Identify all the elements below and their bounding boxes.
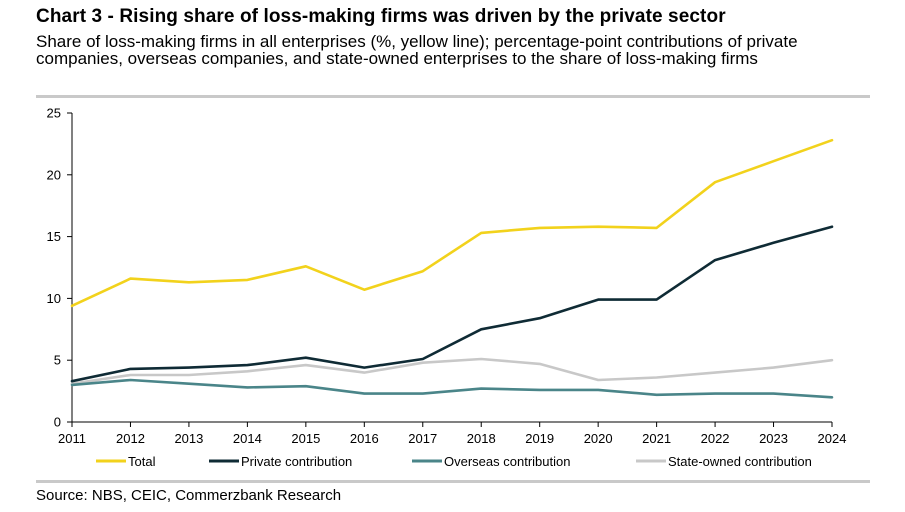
legend-label-overseas-contribution: Overseas contribution [444, 454, 570, 469]
x-tick-label: 2015 [291, 431, 320, 446]
chart-subtitle: Share of loss-making firms in all enterp… [36, 32, 798, 68]
series-line-overseas-contribution [70, 378, 834, 399]
x-tick-label: 2019 [525, 431, 554, 446]
x-tick-label: 2014 [233, 431, 262, 446]
y-tick-label: 25 [47, 106, 61, 121]
y-tick-label: 0 [54, 415, 61, 430]
x-tick-label: 2018 [467, 431, 496, 446]
series-line-private-contribution [70, 225, 834, 383]
chart-title: Chart 3 - Rising share of loss-making fi… [36, 6, 726, 27]
y-tick-label: 20 [47, 167, 61, 182]
x-tick-label: 2016 [350, 431, 379, 446]
x-tick-label: 2017 [408, 431, 437, 446]
chart-legend: Total Private contribution Overseas contri… [96, 454, 812, 469]
x-tick-label: 2022 [701, 431, 730, 446]
legend-label-state-owned-contribution: State-owned contribution [668, 454, 812, 469]
x-tick-label: 2011 [58, 431, 86, 446]
x-tick-label: 2021 [642, 431, 671, 446]
chart-series [70, 138, 834, 399]
legend-label-total: Total [128, 454, 156, 469]
y-tick-label: 15 [47, 229, 61, 244]
y-tick-label: 5 [54, 353, 61, 368]
x-tick-label: 2012 [116, 431, 145, 446]
y-tick-label: 10 [47, 291, 61, 306]
series-line-total [70, 138, 834, 308]
x-tick-label: 2023 [759, 431, 788, 446]
legend-label-private-contribution: Private contribution [241, 454, 352, 469]
series-line-state-owned-contribution [70, 357, 834, 386]
chart-axes: 0 5 10 15 20 25 2011 2012 2013 2014 2015 2016 2017 20… [47, 106, 847, 447]
bottom-divider [36, 480, 870, 483]
x-tick-label: 2024 [818, 431, 847, 446]
x-tick-label: 2020 [584, 431, 613, 446]
top-divider [36, 95, 870, 98]
source-note: Source: NBS, CEIC, Commerzbank Research [36, 487, 342, 504]
x-tick-label: 2013 [174, 431, 203, 446]
